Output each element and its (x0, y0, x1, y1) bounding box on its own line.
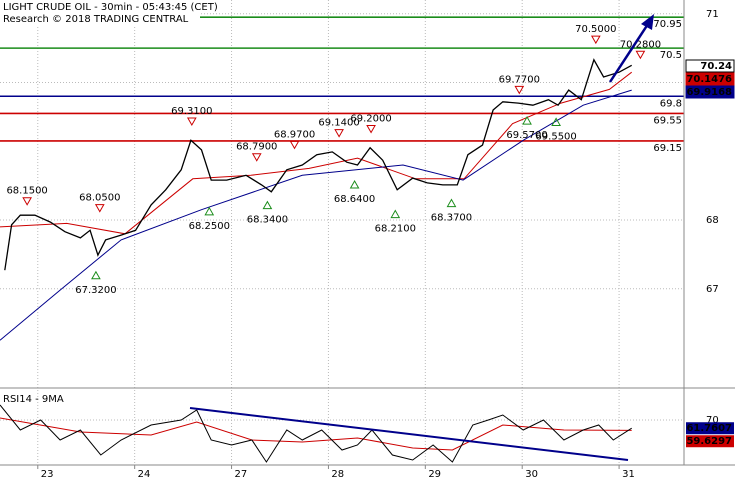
level-label: 69.15 (653, 143, 682, 154)
price-tag (685, 59, 735, 73)
price-tag-label: 69.9168 (686, 87, 732, 98)
pivot-low-marker (522, 116, 532, 125)
rsi-trendline (189, 407, 629, 461)
pivot-label: 69.3100 (171, 106, 212, 117)
price-line (4, 58, 633, 271)
price-tag (685, 85, 735, 99)
pivot-label: 68.1500 (6, 186, 47, 197)
pivot-label: 68.2500 (189, 221, 230, 232)
price-tag-label: 70.24 (700, 61, 732, 72)
x-tick-label: 28 (331, 469, 344, 480)
pivot-high-marker (94, 204, 105, 213)
pivot-label: 69.5500 (535, 131, 576, 142)
plot-layer: 68.1500 68.0500 67.3200 69.3100 68.2500 68.79… (0, 0, 684, 465)
level-label: 70.95 (653, 19, 682, 30)
pivot-high-marker (635, 50, 646, 60)
pivot-label: 68.3400 (247, 215, 288, 226)
price-tag (685, 72, 735, 86)
arrow-head (641, 14, 654, 30)
level-label: 69.55 (653, 115, 682, 126)
rsi-tag (686, 435, 734, 448)
title-background (0, 0, 200, 26)
pivot-high-marker (186, 117, 197, 126)
y-tick-label: 67 (706, 284, 719, 295)
pivot-label: 67.3200 (75, 285, 116, 296)
pivot-low-marker (390, 209, 401, 219)
pivot-high-marker (334, 129, 344, 138)
rsi-tag-label: 61.7607 (686, 423, 732, 434)
level-label: 69.8 (660, 98, 682, 109)
y-tick-label: 71 (706, 9, 719, 20)
rsi-line (0, 404, 632, 463)
pivot-high-marker (251, 153, 262, 162)
pivot-label: 69.5700 (506, 130, 547, 141)
x-tick-label: 30 (525, 469, 538, 480)
pivot-label: 68.7900 (236, 142, 277, 153)
x-tick-label: 31 (622, 469, 635, 480)
pivot-label: 69.7700 (499, 74, 540, 85)
pivot-label: 68.0500 (79, 193, 120, 204)
pivot-low-marker (204, 206, 215, 216)
y-tick-label: 68 (706, 215, 719, 226)
x-tick-label: 29 (428, 469, 441, 480)
pivot-low-marker (551, 117, 561, 126)
pivot-label: 68.3700 (431, 213, 472, 224)
pivot-low-marker (446, 198, 457, 208)
pivot-label: 68.6400 (334, 194, 375, 205)
chart-subtitle: Research © 2018 TRADING CENTRAL (3, 14, 189, 25)
pivot-low-marker (262, 200, 273, 210)
rsi-title: RSI14 - 9MA (3, 394, 64, 405)
pivot-label: 68.9700 (274, 129, 315, 140)
price-tag-label: 70.1476 (686, 74, 732, 85)
rsi-tick-label: 70 (706, 415, 719, 426)
x-tick-label: 27 (235, 469, 248, 480)
chart-title: LIGHT CRUDE OIL - 30min - 05:43:45 (CET) (3, 2, 218, 13)
pivot-label: 68.2100 (375, 224, 416, 235)
pivot-low-marker (349, 179, 360, 189)
pivot-high-marker (514, 85, 525, 95)
pivot-label: 69.2000 (350, 114, 391, 125)
pivot-high-marker (366, 125, 376, 134)
pivot-label: 70.5000 (575, 24, 616, 35)
pivot-high-marker (22, 197, 32, 206)
pivot-low-marker (91, 270, 101, 280)
level-label: 70.5 (660, 50, 682, 61)
x-tick-label: 24 (138, 469, 151, 480)
projection-arrow (608, 23, 650, 83)
pivot-high-marker (590, 35, 601, 45)
rsi-tag-label: 59.6297 (686, 436, 732, 447)
rsi-ma (0, 417, 632, 451)
pivot-label: 69.1400 (318, 118, 359, 129)
pivot-label: 70.2800 (620, 39, 661, 50)
rsi-tag (686, 422, 734, 435)
pivot-high-marker (289, 140, 300, 150)
x-tick-label: 23 (41, 469, 54, 480)
